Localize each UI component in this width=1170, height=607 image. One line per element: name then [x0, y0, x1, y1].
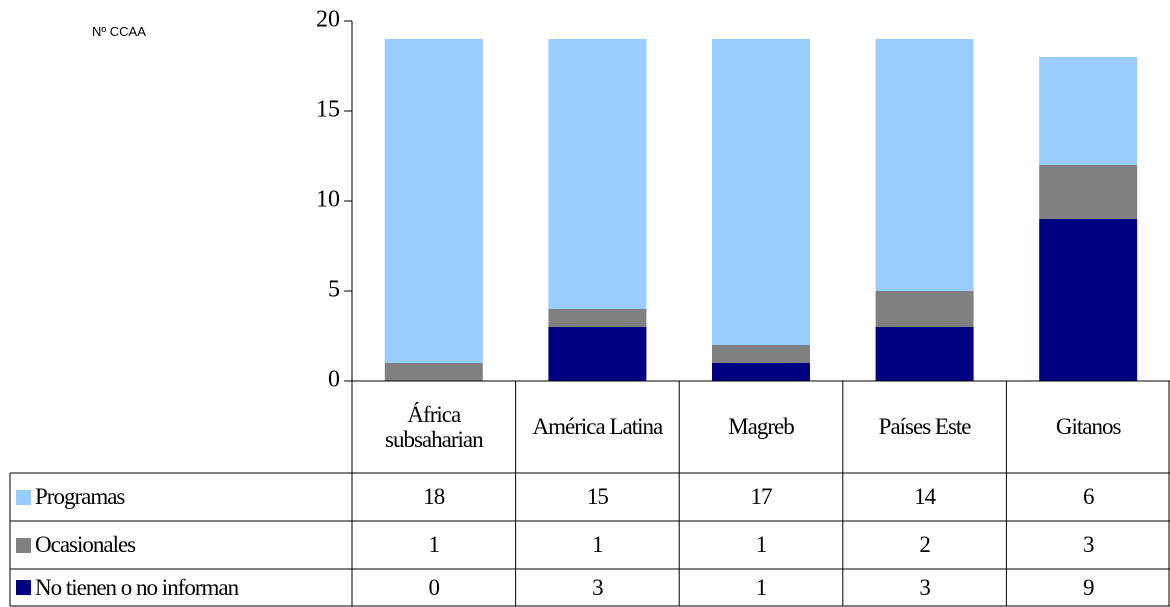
legend-entry: Programas: [12, 473, 125, 521]
table-value: 0: [428, 574, 440, 600]
table-value: 14: [914, 484, 936, 510]
bar-segment: [384, 363, 483, 381]
category-label: África subsaharian: [385, 401, 484, 452]
y-tick-label: 15: [316, 97, 340, 123]
bar-segment: [712, 363, 810, 381]
bar-segment: [548, 327, 647, 381]
table-value: 18: [423, 484, 445, 510]
legend-swatch: [16, 489, 31, 505]
table-value: 1: [592, 532, 603, 558]
table-value: 17: [750, 484, 772, 510]
table-value: 9: [1082, 574, 1094, 600]
bar-segment: [548, 309, 647, 327]
table-value: 1: [755, 574, 767, 600]
bar-segment: [1039, 219, 1138, 381]
table-value: 3: [919, 574, 930, 600]
legend-swatch: [16, 537, 31, 553]
category-label: América Latina: [532, 414, 664, 440]
y-tick-label: 20: [316, 7, 340, 33]
legend-swatch: [16, 580, 31, 595]
bar-segment: [875, 291, 974, 327]
bar-segment: [875, 39, 974, 291]
table-value: 2: [919, 532, 930, 558]
bar-segment: [1039, 57, 1138, 165]
table-value: 3: [1082, 532, 1094, 558]
table-value: 15: [586, 484, 609, 510]
legend-label: Ocasionales: [35, 532, 136, 557]
y-axis-label: Nº CCAA: [92, 24, 146, 39]
table-value: 3: [592, 574, 603, 600]
category-label: Países Este: [878, 414, 972, 440]
legend-label: No tienen o no informan: [35, 574, 239, 600]
category-label: Magreb: [728, 414, 795, 440]
legend-label: Programas: [35, 484, 125, 509]
bar-segment: [1039, 165, 1138, 219]
table-value: 1: [428, 532, 440, 558]
legend-entry: No tienen o no informan: [12, 569, 239, 606]
y-tick-label: 0: [328, 367, 340, 393]
bar-segment: [712, 345, 810, 363]
table-value: 1: [755, 532, 767, 558]
legend-entry: Ocasionales: [12, 521, 136, 569]
bar-segment: [875, 327, 974, 381]
bar-segment: [548, 39, 647, 309]
bar-segment: [384, 39, 483, 363]
y-tick-label: 5: [328, 277, 340, 303]
table-value: 6: [1082, 484, 1094, 510]
category-label: Gitanos: [1055, 414, 1122, 440]
y-tick-label: 10: [316, 187, 340, 213]
bar-segment: [712, 39, 810, 345]
